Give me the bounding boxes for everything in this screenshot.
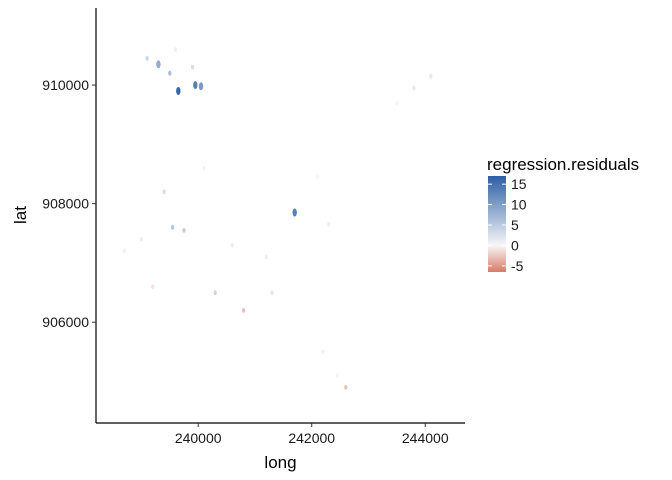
x-axis-title: long [264,453,296,472]
y-tick-label: 906000 [42,314,89,330]
legend-label: 15 [511,176,527,192]
data-point [412,85,416,91]
data-point [151,284,155,289]
data-point [176,87,181,95]
legend-colorbar [488,176,506,272]
data-point [395,100,399,106]
data-point [162,189,166,195]
legend-label: -5 [511,258,524,274]
data-point [122,248,126,254]
legend-label: 0 [511,237,519,253]
data-point [264,254,268,260]
x-tick-label: 244000 [402,430,449,446]
data-point [198,82,204,91]
data-point [429,73,433,79]
data-point [190,64,195,70]
x-tick-label: 240000 [175,430,222,446]
data-point [270,290,274,295]
y-tick-label: 910000 [42,77,89,93]
y-axis-ticks: 906000 908000 910000 [42,77,96,330]
x-axis-ticks: 240000 242000 244000 [175,423,449,446]
data-point [230,242,234,248]
legend-title: regression.residuals [487,155,639,174]
legend: regression.residuals 15 10 5 0 -5 [487,155,639,274]
data-point [182,227,186,233]
data-point [168,70,172,76]
data-points [122,47,433,390]
data-point [327,222,331,227]
data-point [202,165,206,171]
legend-breaks: 15 10 5 0 -5 [488,176,527,274]
data-point [171,225,175,230]
x-tick-label: 242000 [288,430,335,446]
data-point [145,56,149,61]
data-point [156,60,161,69]
y-tick-label: 908000 [42,196,89,212]
legend-label: 5 [511,217,519,233]
data-point [193,81,198,90]
data-point [315,174,319,180]
data-point [173,47,178,52]
data-point [213,290,217,295]
data-point [335,373,339,378]
data-point [292,208,297,217]
y-axis-title: lat [11,206,30,224]
data-point [321,349,325,355]
data-point [344,385,348,390]
data-point [242,308,246,313]
data-point [139,236,143,242]
legend-label: 10 [511,197,527,213]
